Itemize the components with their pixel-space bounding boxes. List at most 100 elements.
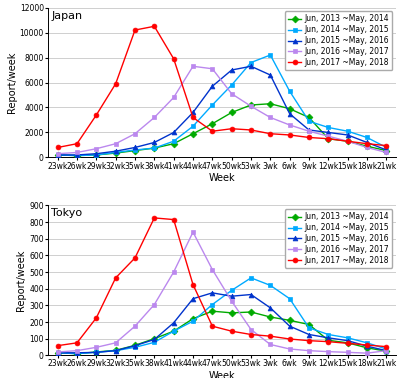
Jun, 2015 ~May, 2016 bbox=[365, 344, 370, 349]
Jun, 2015 ~May, 2016 bbox=[384, 349, 389, 353]
Jun, 2013 ~May, 2014 bbox=[229, 110, 234, 115]
Text: Japan: Japan bbox=[52, 11, 83, 20]
Jun, 2015 ~May, 2016 bbox=[268, 305, 273, 310]
Jun, 2016 ~May, 2017 bbox=[55, 152, 60, 156]
Jun, 2016 ~May, 2017 bbox=[384, 150, 389, 155]
Jun, 2016 ~May, 2017 bbox=[326, 349, 331, 354]
Jun, 2013 ~May, 2014 bbox=[210, 309, 215, 313]
Jun, 2015 ~May, 2016 bbox=[55, 350, 60, 355]
Jun, 2016 ~May, 2017 bbox=[287, 123, 292, 127]
Jun, 2016 ~May, 2017 bbox=[384, 349, 389, 353]
Line: Jun, 2015 ~May, 2016: Jun, 2015 ~May, 2016 bbox=[55, 64, 389, 157]
Jun, 2013 ~May, 2014 bbox=[306, 115, 311, 120]
Jun, 2014 ~May, 2015 bbox=[384, 347, 389, 351]
Jun, 2014 ~May, 2015 bbox=[190, 319, 195, 324]
Jun, 2014 ~May, 2015 bbox=[306, 119, 311, 124]
Jun, 2014 ~May, 2015 bbox=[94, 350, 99, 355]
Jun, 2016 ~May, 2017 bbox=[210, 67, 215, 71]
Jun, 2015 ~May, 2016 bbox=[152, 337, 157, 342]
Jun, 2014 ~May, 2015 bbox=[171, 139, 176, 144]
Legend: Jun, 2013 ~May, 2014, Jun, 2014 ~May, 2015, Jun, 2015 ~May, 2016, Jun, 2016 ~May: Jun, 2013 ~May, 2014, Jun, 2014 ~May, 20… bbox=[285, 209, 392, 268]
Jun, 2013 ~May, 2014 bbox=[248, 103, 254, 107]
Jun, 2015 ~May, 2016 bbox=[74, 153, 79, 157]
Jun, 2015 ~May, 2016 bbox=[229, 68, 234, 72]
Jun, 2013 ~May, 2014 bbox=[55, 350, 60, 355]
Jun, 2017 ~May, 2018 bbox=[384, 344, 389, 349]
Jun, 2014 ~May, 2015 bbox=[268, 53, 273, 57]
Jun, 2013 ~May, 2014 bbox=[74, 352, 79, 356]
Legend: Jun, 2013 ~May, 2014, Jun, 2014 ~May, 2015, Jun, 2015 ~May, 2016, Jun, 2016 ~May: Jun, 2013 ~May, 2014, Jun, 2014 ~May, 20… bbox=[285, 11, 392, 70]
Jun, 2014 ~May, 2015 bbox=[133, 148, 138, 152]
Jun, 2017 ~May, 2018 bbox=[113, 276, 118, 280]
Jun, 2013 ~May, 2014 bbox=[133, 343, 138, 348]
Jun, 2013 ~May, 2014 bbox=[268, 101, 273, 106]
Jun, 2013 ~May, 2014 bbox=[210, 121, 215, 126]
Jun, 2016 ~May, 2017 bbox=[345, 139, 350, 144]
Jun, 2015 ~May, 2016 bbox=[229, 294, 234, 299]
Jun, 2014 ~May, 2015 bbox=[210, 103, 215, 107]
Jun, 2013 ~May, 2014 bbox=[306, 322, 311, 327]
X-axis label: Week: Week bbox=[209, 371, 235, 378]
Jun, 2013 ~May, 2014 bbox=[113, 151, 118, 155]
Jun, 2013 ~May, 2014 bbox=[94, 350, 99, 354]
Jun, 2017 ~May, 2018 bbox=[248, 332, 254, 337]
Jun, 2017 ~May, 2018 bbox=[94, 316, 99, 320]
Jun, 2015 ~May, 2016 bbox=[306, 128, 311, 132]
Jun, 2017 ~May, 2018 bbox=[171, 56, 176, 61]
Jun, 2015 ~May, 2016 bbox=[326, 130, 331, 135]
Jun, 2015 ~May, 2016 bbox=[152, 140, 157, 145]
Jun, 2013 ~May, 2014 bbox=[94, 153, 99, 157]
Jun, 2016 ~May, 2017 bbox=[287, 347, 292, 351]
Jun, 2013 ~May, 2014 bbox=[113, 348, 118, 353]
Jun, 2015 ~May, 2016 bbox=[248, 64, 254, 68]
Jun, 2017 ~May, 2018 bbox=[133, 256, 138, 260]
Jun, 2014 ~May, 2015 bbox=[210, 302, 215, 307]
Line: Jun, 2017 ~May, 2018: Jun, 2017 ~May, 2018 bbox=[55, 24, 389, 150]
Jun, 2014 ~May, 2015 bbox=[326, 125, 331, 130]
Jun, 2017 ~May, 2018 bbox=[384, 143, 389, 148]
Jun, 2016 ~May, 2017 bbox=[210, 267, 215, 272]
Jun, 2013 ~May, 2014 bbox=[190, 132, 195, 136]
Jun, 2017 ~May, 2018 bbox=[306, 135, 311, 140]
Jun, 2014 ~May, 2015 bbox=[365, 135, 370, 140]
Line: Jun, 2013 ~May, 2014: Jun, 2013 ~May, 2014 bbox=[55, 101, 389, 158]
Jun, 2013 ~May, 2014 bbox=[171, 329, 176, 333]
Jun, 2013 ~May, 2014 bbox=[74, 153, 79, 158]
Jun, 2015 ~May, 2016 bbox=[248, 292, 254, 297]
Jun, 2013 ~May, 2014 bbox=[384, 148, 389, 153]
Jun, 2016 ~May, 2017 bbox=[55, 350, 60, 354]
Jun, 2014 ~May, 2015 bbox=[287, 296, 292, 301]
Jun, 2016 ~May, 2017 bbox=[345, 350, 350, 355]
Jun, 2016 ~May, 2017 bbox=[306, 349, 311, 353]
Jun, 2014 ~May, 2015 bbox=[229, 83, 234, 87]
Jun, 2014 ~May, 2015 bbox=[287, 89, 292, 93]
Jun, 2016 ~May, 2017 bbox=[268, 115, 273, 120]
Jun, 2014 ~May, 2015 bbox=[268, 283, 273, 288]
Jun, 2014 ~May, 2015 bbox=[345, 129, 350, 133]
Jun, 2015 ~May, 2016 bbox=[210, 84, 215, 88]
Jun, 2014 ~May, 2015 bbox=[94, 153, 99, 157]
Line: Jun, 2014 ~May, 2015: Jun, 2014 ~May, 2015 bbox=[55, 53, 389, 158]
Jun, 2017 ~May, 2018 bbox=[190, 115, 195, 120]
Jun, 2014 ~May, 2015 bbox=[152, 146, 157, 150]
Jun, 2016 ~May, 2017 bbox=[248, 104, 254, 108]
Jun, 2016 ~May, 2017 bbox=[229, 91, 234, 96]
Jun, 2013 ~May, 2014 bbox=[248, 310, 254, 314]
Jun, 2016 ~May, 2017 bbox=[365, 351, 370, 355]
Jun, 2016 ~May, 2017 bbox=[248, 327, 254, 332]
Jun, 2014 ~May, 2015 bbox=[74, 153, 79, 158]
Jun, 2014 ~May, 2015 bbox=[190, 124, 195, 129]
Jun, 2014 ~May, 2015 bbox=[345, 336, 350, 340]
Jun, 2017 ~May, 2018 bbox=[326, 136, 331, 141]
Jun, 2017 ~May, 2018 bbox=[365, 141, 370, 146]
Line: Jun, 2015 ~May, 2016: Jun, 2015 ~May, 2016 bbox=[55, 290, 389, 355]
Jun, 2013 ~May, 2014 bbox=[384, 349, 389, 353]
Jun, 2014 ~May, 2015 bbox=[384, 145, 389, 150]
Line: Jun, 2016 ~May, 2017: Jun, 2016 ~May, 2017 bbox=[55, 230, 389, 356]
Jun, 2015 ~May, 2016 bbox=[268, 73, 273, 77]
Jun, 2017 ~May, 2018 bbox=[248, 128, 254, 132]
Jun, 2017 ~May, 2018 bbox=[55, 145, 60, 150]
Jun, 2015 ~May, 2016 bbox=[133, 145, 138, 150]
Jun, 2015 ~May, 2016 bbox=[287, 112, 292, 116]
Jun, 2016 ~May, 2017 bbox=[229, 299, 234, 304]
